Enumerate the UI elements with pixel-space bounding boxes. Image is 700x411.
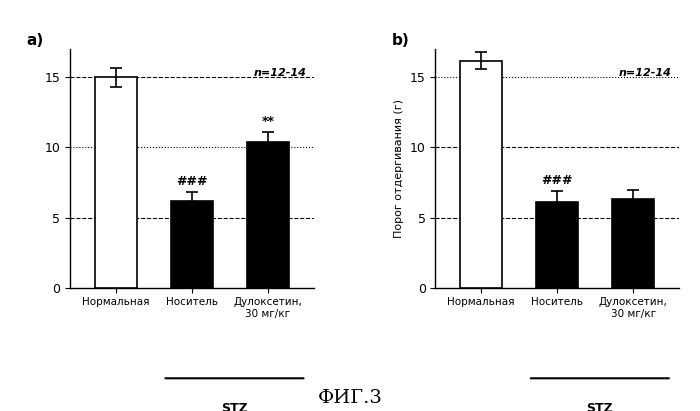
- Bar: [247, 142, 289, 288]
- Text: ###: ###: [176, 175, 207, 188]
- Text: STZ: STZ: [221, 402, 248, 411]
- Text: **: **: [261, 115, 274, 128]
- Bar: [94, 77, 136, 288]
- Bar: [536, 202, 578, 288]
- Bar: [612, 199, 654, 288]
- Text: n=12-14: n=12-14: [253, 68, 307, 79]
- Text: ###: ###: [542, 174, 573, 187]
- Text: n=12-14: n=12-14: [619, 68, 672, 79]
- Text: a): a): [26, 32, 43, 48]
- Y-axis label: Порог отдергивания (г): Порог отдергивания (г): [394, 99, 404, 238]
- Text: STZ: STZ: [587, 402, 613, 411]
- Bar: [460, 60, 502, 288]
- Text: ФИГ.3: ФИГ.3: [318, 389, 382, 407]
- Bar: [171, 201, 213, 288]
- Text: b): b): [391, 32, 409, 48]
